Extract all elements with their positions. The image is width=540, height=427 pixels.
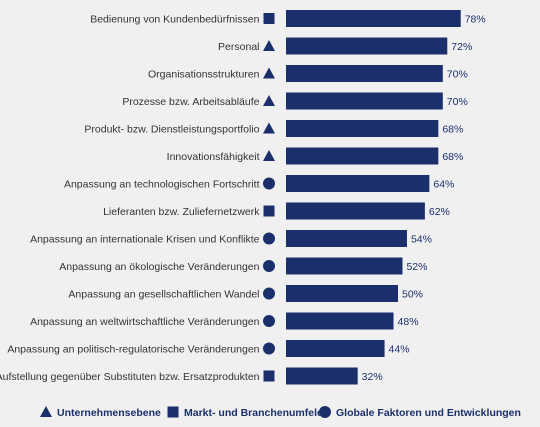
- value-label: 52%: [406, 261, 427, 273]
- triangle-marker-icon: [263, 150, 275, 161]
- triangle-marker-icon: [263, 122, 275, 134]
- triangle-marker-icon: [263, 95, 275, 106]
- bar: [286, 312, 394, 330]
- bar: [286, 37, 448, 55]
- chart-row: Innovationsfähigkeit 68%: [167, 147, 463, 165]
- bar: [286, 65, 443, 82]
- legend-label: Markt- und Branchenumfeld: [184, 407, 323, 419]
- bar: [286, 92, 443, 110]
- value-label: 68%: [442, 151, 463, 163]
- chart-row: Personal 72%: [218, 37, 472, 55]
- legend-triangle-icon: [40, 406, 52, 417]
- category-label: Produkt- bzw. Dienstleistungsportfolio: [84, 123, 259, 135]
- bar: [286, 285, 398, 302]
- value-label: 68%: [442, 123, 463, 135]
- legend-circle-icon: [319, 406, 331, 418]
- category-label: Anpassung an gesellschaftlichen Wandel: [68, 288, 259, 300]
- bar: [286, 257, 403, 275]
- legend-label: Globale Faktoren und Entwicklungen: [336, 407, 521, 419]
- triangle-marker-icon: [263, 40, 275, 51]
- value-label: 32%: [362, 371, 383, 383]
- value-label: 48%: [398, 316, 419, 328]
- value-label: 62%: [429, 206, 450, 218]
- value-label: 70%: [447, 68, 468, 80]
- legend-item: Markt- und Branchenumfeld: [167, 406, 323, 419]
- chart-row: Anpassung an weltwirtschaftliche Verände…: [30, 312, 419, 330]
- chart-row: Bedienung von Kundenbedürfnissen 78%: [90, 10, 486, 27]
- chart-row: Anpassung an internationale Krisen und K…: [30, 230, 432, 247]
- bar: [286, 340, 385, 357]
- square-marker-icon: [263, 370, 275, 382]
- chart-row: Anpassung an gesellschaftlichen Wandel 50…: [68, 285, 423, 302]
- bar: [286, 367, 358, 385]
- value-label: 44%: [389, 343, 410, 355]
- category-label: Bedienung von Kundenbedürfnissen: [90, 13, 259, 25]
- circle-marker-icon: [263, 232, 275, 245]
- legend-item: Unternehmensebene: [40, 406, 161, 419]
- circle-marker-icon: [263, 177, 275, 190]
- legend-square-icon: [167, 406, 179, 418]
- chart-row: Anpassung an technologischen Fortschritt…: [64, 175, 454, 192]
- category-label: Anpassung an ökologische Veränderungen: [59, 261, 259, 273]
- value-label: 70%: [447, 96, 468, 108]
- square-marker-icon: [263, 205, 275, 217]
- value-label: 64%: [433, 178, 454, 190]
- chart-row: Anpassung an politisch-regulatorische Ve…: [7, 340, 410, 357]
- circle-marker-icon: [263, 342, 275, 355]
- chart-row: Organisationsstrukturen 70%: [148, 65, 468, 82]
- square-marker-icon: [263, 13, 275, 24]
- category-label: Lieferanten bzw. Zuliefernetzwerk: [103, 206, 260, 218]
- bar: [286, 147, 439, 165]
- category-label: Aufstellung gegenüber Substituten bzw. E…: [0, 371, 260, 383]
- bar: [286, 10, 461, 27]
- chart-legend: Unternehmensebene Markt- und Branchenumfe…: [40, 406, 521, 419]
- category-label: Anpassung an weltwirtschaftliche Verände…: [30, 316, 260, 328]
- circle-marker-icon: [263, 287, 275, 300]
- value-label: 72%: [451, 41, 472, 53]
- bar: [286, 120, 439, 137]
- bar: [286, 230, 407, 247]
- category-label: Personal: [218, 41, 259, 53]
- category-label: Anpassung an politisch-regulatorische Ve…: [7, 343, 259, 355]
- category-label: Anpassung an internationale Krisen und K…: [30, 233, 260, 245]
- value-label: 54%: [411, 233, 432, 245]
- legend-item: Globale Faktoren und Entwicklungen: [319, 406, 521, 419]
- value-label: 50%: [402, 288, 423, 300]
- chart-row: Anpassung an ökologische Veränderungen 52…: [59, 257, 427, 275]
- chart-rows: Bedienung von Kundenbedürfnissen 78% Perso…: [0, 10, 486, 385]
- bar: [286, 202, 425, 220]
- chart-row: Prozesse bzw. Arbeitsabläufe 70%: [122, 92, 468, 110]
- chart-row: Produkt- bzw. Dienstleistungsportfolio 68…: [84, 120, 463, 137]
- circle-marker-icon: [263, 315, 275, 327]
- chart-row: Aufstellung gegenüber Substituten bzw. E…: [0, 367, 383, 385]
- category-label: Anpassung an technologischen Fortschritt: [64, 178, 260, 190]
- value-label: 78%: [465, 13, 486, 25]
- category-label: Prozesse bzw. Arbeitsabläufe: [122, 96, 259, 108]
- category-label: Innovationsfähigkeit: [167, 151, 260, 163]
- chart-row: Lieferanten bzw. Zuliefernetzwerk 62%: [103, 202, 450, 220]
- triangle-marker-icon: [263, 67, 275, 79]
- bar: [286, 175, 430, 192]
- circle-marker-icon: [263, 260, 275, 272]
- legend-label: Unternehmensebene: [57, 407, 161, 419]
- category-label: Organisationsstrukturen: [148, 68, 260, 80]
